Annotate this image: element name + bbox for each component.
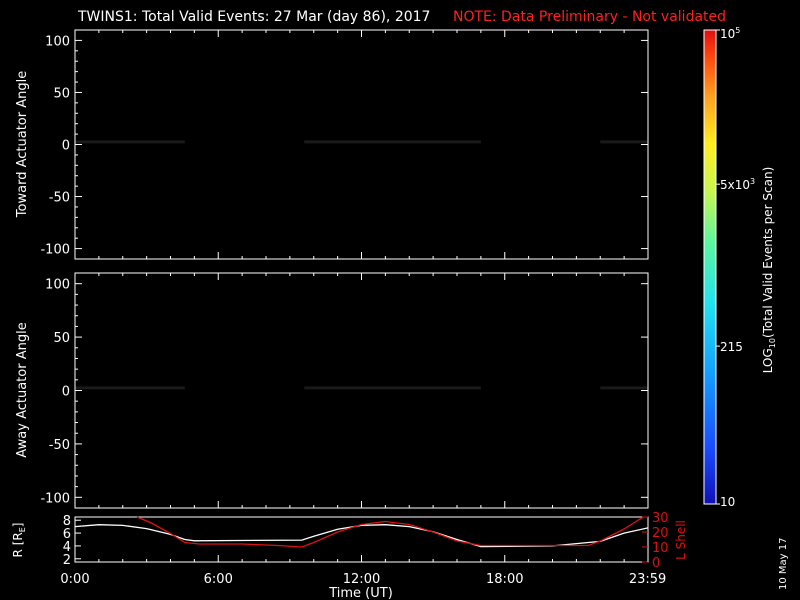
- colorbar-ticks: 10 215 5x103 105: [716, 26, 755, 509]
- time-tick-label: 12:00: [343, 572, 380, 587]
- time-tick-label: 6:00: [204, 572, 233, 587]
- y-tick-label: -100: [40, 243, 70, 258]
- y-tick-label: 0: [62, 385, 70, 400]
- y-tick-label: -50: [49, 438, 70, 453]
- lshell-tick-label: 0: [652, 556, 660, 571]
- colorbar-label: LOG10(Total Valid Events per Scan): [761, 167, 777, 374]
- preliminary-note: NOTE: Data Preliminary - Not validated: [453, 9, 726, 25]
- radius-tick-label: 4: [63, 540, 71, 555]
- heatmap-segment-away-2: [600, 386, 648, 390]
- lshell-tick-label: 30: [652, 511, 669, 526]
- radius-axis-label: R [RE]: [11, 523, 27, 558]
- away-heatmap-data: [75, 386, 648, 390]
- heatmap-segment-away-1: [304, 386, 481, 390]
- radius-tick-label: 2: [63, 553, 71, 568]
- colorbar-tick-label: 105: [720, 26, 740, 41]
- colorbar-tick-label: 5x103: [720, 177, 755, 192]
- away-actuator-panel: -100 -50 0 50 100 Away Actuator Angle: [15, 272, 649, 509]
- figure-title: TWINS1: Total Valid Events: 27 Mar (day …: [77, 9, 430, 25]
- away-y-label: Away Actuator Angle: [15, 322, 30, 457]
- toward-panel-background: [75, 30, 648, 259]
- colorbar-tick-label: 215: [720, 340, 743, 354]
- toward-actuator-panel: -100 -50 0 50 100 Toward Actuator Angle: [15, 29, 649, 260]
- zero-angle-band: [75, 140, 185, 144]
- heatmap-segment-toward-0: [75, 140, 185, 144]
- time-tick-label: 0:00: [60, 572, 89, 587]
- time-tick-label: 23:59: [629, 572, 666, 587]
- radius-tick-label: 6: [63, 527, 71, 542]
- toward-y-label: Toward Actuator Angle: [15, 71, 30, 218]
- lshell-axis-label: L Shell: [674, 520, 688, 560]
- heatmap-segment-away-0: [75, 386, 185, 390]
- time-tick-label: 18:00: [486, 572, 523, 587]
- lshell-tick-label: 10: [652, 541, 669, 556]
- away-panel-background: [75, 273, 648, 508]
- lshell-tick-label: 20: [652, 526, 669, 541]
- lshell-series-line: [136, 516, 644, 548]
- colorbar-gradient-bar: [703, 29, 717, 505]
- colorbar-tick-label: 10: [720, 495, 735, 509]
- y-tick-label: -100: [40, 491, 70, 506]
- zero-angle-band: [304, 140, 481, 144]
- colorbar: 10 215 5x103 105 LOG10(Total Valid Events p…: [703, 26, 777, 509]
- y-tick-label: 100: [45, 278, 70, 293]
- y-tick-label: 50: [53, 86, 70, 101]
- date-stamp: 10 May 17: [778, 538, 789, 590]
- toward-axes: -100 -50 0 50 100: [40, 30, 649, 259]
- zero-angle-band: [600, 140, 648, 144]
- zero-angle-band: [600, 386, 648, 390]
- zero-angle-band: [75, 386, 185, 390]
- y-tick-label: 100: [45, 34, 70, 49]
- y-tick-label: 0: [62, 139, 70, 154]
- heatmap-segment-toward-2: [600, 140, 648, 144]
- toward-heatmap-data: [75, 140, 648, 144]
- y-tick-label: 50: [53, 331, 70, 346]
- time-axis-label: Time (UT): [328, 586, 393, 600]
- radius-tick-label: 8: [63, 514, 71, 529]
- heatmap-segment-toward-1: [304, 140, 481, 144]
- zero-angle-band: [304, 386, 481, 390]
- away-axes: -100 -50 0 50 100: [40, 273, 649, 508]
- orbit-lines: [74, 516, 649, 548]
- y-tick-label: -50: [49, 191, 70, 206]
